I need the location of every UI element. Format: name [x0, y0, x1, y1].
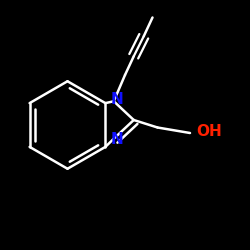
Text: N: N — [110, 132, 123, 148]
Text: OH: OH — [196, 124, 222, 139]
Text: N: N — [110, 92, 123, 108]
